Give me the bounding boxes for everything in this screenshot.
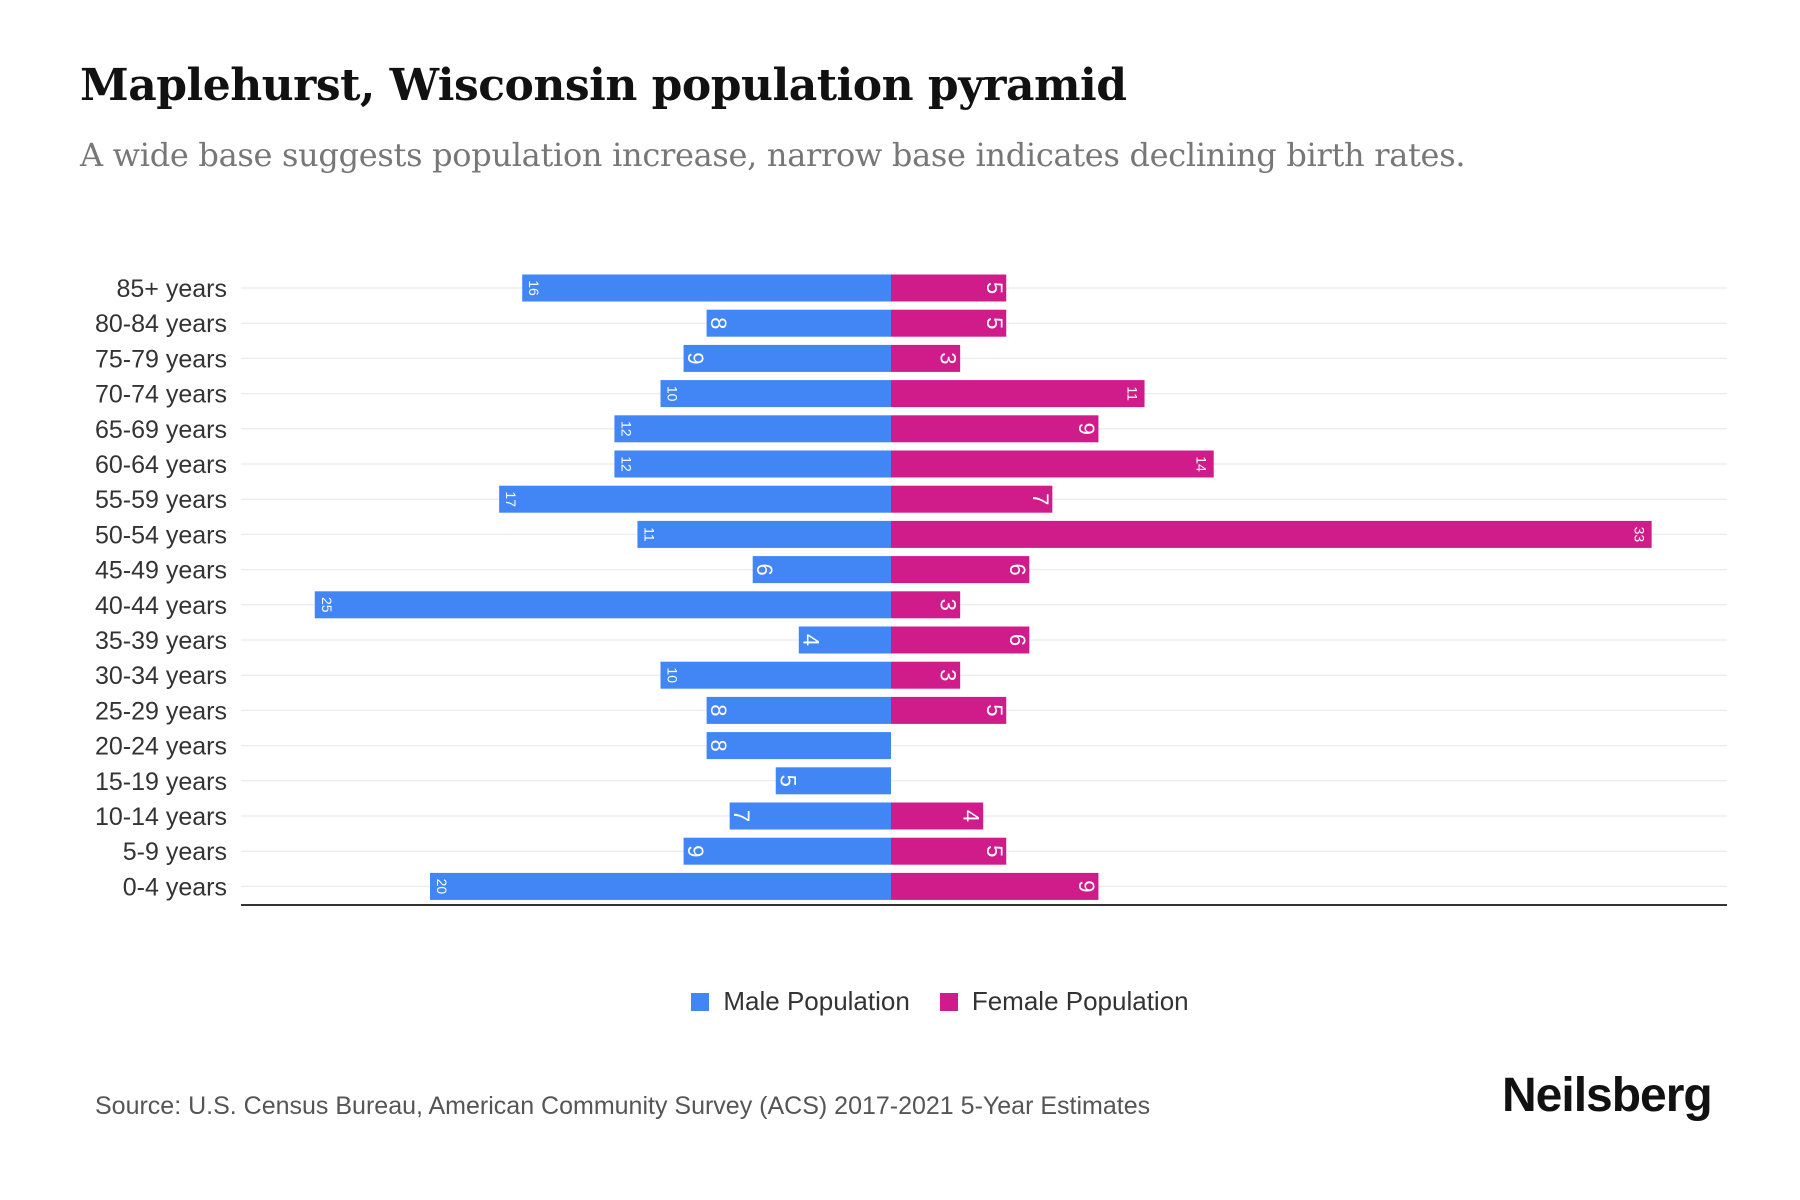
legend: Male Population Female Population	[0, 986, 1800, 1017]
female-data-label: 5	[982, 845, 1007, 857]
female-bar	[891, 661, 961, 689]
female-bar	[891, 415, 1099, 443]
legend-label-male: Male Population	[723, 986, 910, 1016]
female-data-label: 3	[936, 352, 961, 364]
female-data-label: 14	[1194, 456, 1210, 472]
male-bar	[683, 837, 891, 865]
male-bar	[614, 450, 891, 478]
female-bar	[891, 274, 1007, 302]
chart-title: Maplehurst, Wisconsin population pyramid	[80, 60, 1127, 111]
male-bar	[614, 415, 891, 443]
legend-item-female: Female Population	[939, 986, 1189, 1017]
male-bar	[706, 732, 891, 760]
female-bar	[891, 556, 1030, 584]
category-label: 60-64 years	[95, 451, 227, 479]
female-bar	[891, 591, 961, 619]
female-data-label: 9	[1074, 880, 1099, 892]
male-bar	[660, 380, 891, 408]
female-bar	[891, 626, 1030, 654]
category-label: 15-19 years	[95, 768, 227, 796]
female-data-label: 11	[1125, 386, 1141, 401]
category-label: 85+ years	[117, 275, 228, 303]
category-label: 65-69 years	[95, 416, 227, 444]
male-data-label: 9	[683, 845, 708, 857]
legend-swatch-male	[691, 992, 710, 1011]
chart-subtitle: A wide base suggests population increase…	[80, 136, 1466, 174]
male-bar	[706, 696, 891, 724]
female-data-label: 4	[959, 810, 984, 822]
female-data-label: 6	[1005, 634, 1030, 646]
male-data-label: 7	[729, 810, 754, 822]
female-bar	[891, 872, 1099, 900]
male-bar	[522, 274, 891, 302]
male-data-label: 12	[618, 456, 634, 472]
category-label: 20-24 years	[95, 733, 227, 761]
female-data-label: 6	[1005, 563, 1030, 575]
female-bar	[891, 696, 1007, 724]
category-label: 50-54 years	[95, 521, 227, 549]
female-bar	[891, 485, 1053, 513]
male-data-label: 8	[706, 317, 731, 329]
category-label: 70-74 years	[95, 381, 227, 409]
male-bar	[430, 872, 891, 900]
legend-swatch-female	[939, 992, 958, 1011]
female-data-label: 5	[982, 704, 1007, 716]
female-data-label: 33	[1632, 527, 1648, 543]
category-label: 0-4 years	[123, 873, 227, 901]
male-data-label: 9	[683, 352, 708, 364]
legend-label-female: Female Population	[971, 986, 1189, 1016]
legend-item-male: Male Population	[691, 986, 910, 1017]
male-data-label: 4	[798, 634, 823, 646]
male-data-label: 20	[434, 879, 450, 895]
category-label: 75-79 years	[95, 345, 227, 373]
male-bar	[683, 344, 891, 372]
male-data-label: 6	[752, 563, 777, 575]
male-bar	[798, 626, 891, 654]
male-bar	[499, 485, 891, 513]
category-label: 80-84 years	[95, 310, 227, 338]
category-label: 55-59 years	[95, 486, 227, 514]
male-data-label: 17	[503, 491, 519, 507]
female-data-label: 3	[936, 669, 961, 681]
male-bar	[637, 520, 891, 548]
female-data-label: 3	[936, 599, 961, 611]
male-data-label: 25	[319, 597, 335, 613]
female-bar	[891, 520, 1652, 548]
male-data-label: 8	[706, 704, 731, 716]
category-label: 40-44 years	[95, 592, 227, 620]
male-data-label: 10	[665, 386, 681, 402]
category-label: 25-29 years	[95, 697, 227, 725]
female-data-label: 5	[982, 317, 1007, 329]
male-data-label: 10	[665, 667, 681, 683]
male-bar	[314, 591, 891, 619]
female-data-label: 7	[1028, 493, 1053, 505]
category-label: 5-9 years	[123, 838, 227, 866]
male-bar	[660, 661, 891, 689]
male-bar	[729, 802, 891, 830]
female-bar	[891, 802, 984, 830]
male-data-label: 16	[526, 280, 542, 296]
category-label: 35-39 years	[95, 627, 227, 655]
pyramid-chart: 85+ years 16 580-84 years 8 575-79 years 9 370…	[95, 274, 1727, 906]
female-bar	[891, 837, 1007, 865]
female-bar	[891, 450, 1214, 478]
category-label: 45-49 years	[95, 557, 227, 585]
female-bar	[891, 309, 1007, 337]
female-bar	[891, 344, 961, 372]
male-data-label: 11	[641, 527, 657, 542]
male-data-label: 5	[775, 775, 800, 787]
female-bar	[891, 380, 1145, 408]
category-label: 10-14 years	[95, 803, 227, 831]
male-bar	[752, 556, 891, 584]
male-bar	[775, 767, 891, 795]
neilsberg-logo: Neilsberg	[1502, 1069, 1713, 1122]
category-label: 30-34 years	[95, 662, 227, 690]
male-bar	[706, 309, 891, 337]
female-data-label: 9	[1074, 423, 1099, 435]
source-note: Source: U.S. Census Bureau, American Com…	[95, 1092, 1151, 1120]
male-data-label: 8	[706, 739, 731, 751]
male-data-label: 12	[618, 421, 634, 437]
female-data-label: 5	[982, 282, 1007, 294]
